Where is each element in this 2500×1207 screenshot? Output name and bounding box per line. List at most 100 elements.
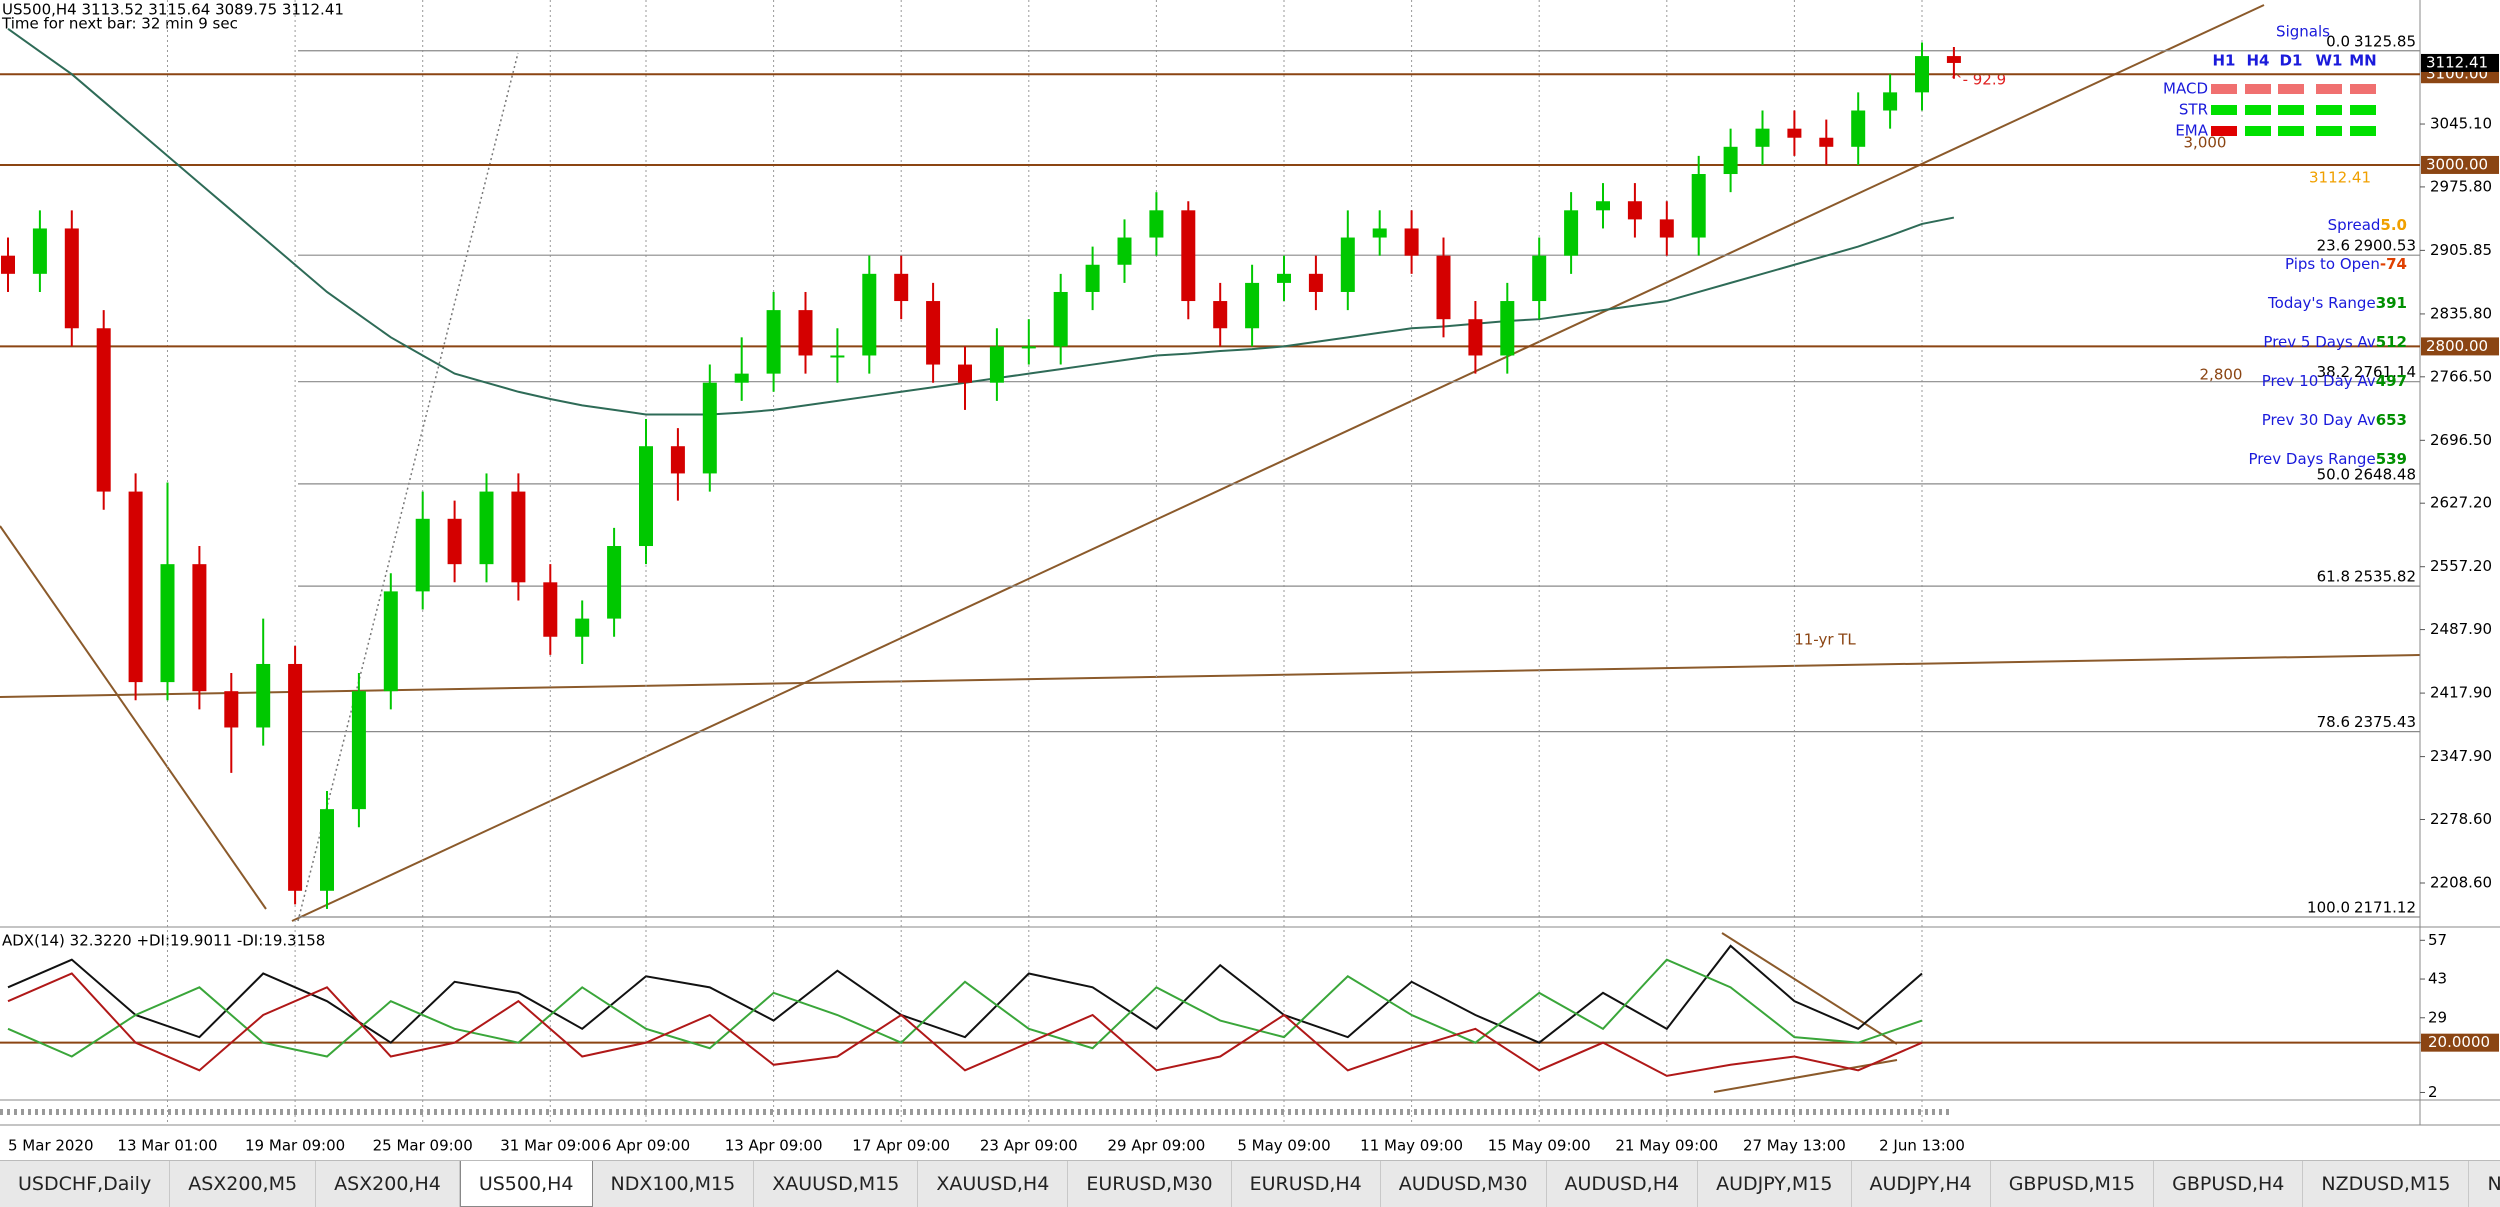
- symbol-tab[interactable]: AUDJPY,H4: [1852, 1161, 1991, 1207]
- signal-cell: [2278, 105, 2304, 115]
- trendline: [0, 654, 2421, 698]
- candle-body: [160, 564, 175, 683]
- info-label: Today's Range: [2267, 294, 2376, 312]
- fib-level: 38.2: [2317, 363, 2350, 381]
- x-tick-label: 5 Mar 2020: [8, 1137, 94, 1155]
- candle-body: [702, 382, 717, 474]
- candle-body: [1627, 201, 1642, 220]
- signals-column: MN: [2349, 52, 2376, 70]
- candle-body: [224, 691, 239, 728]
- info-label: Pips to Open: [2285, 255, 2380, 273]
- info-label: Prev 30 Day Av: [2262, 411, 2376, 429]
- trendline: [291, 4, 2265, 922]
- indicator-line: [7, 944, 1923, 1044]
- signals-row-label: EMA: [2175, 122, 2208, 140]
- candle-body: [1883, 92, 1898, 111]
- symbol-tab[interactable]: AUDUSD,H4: [1547, 1161, 1699, 1207]
- level-box: [2421, 337, 2499, 356]
- symbol-tab[interactable]: ASX200,M5: [170, 1161, 317, 1207]
- fib-level: 100.0: [2307, 898, 2350, 916]
- candle-body: [1308, 273, 1323, 292]
- info-row: Prev 10 Day Av497: [2262, 372, 2407, 390]
- trendline: [1713, 1059, 1898, 1093]
- signals-column: W1: [2316, 52, 2343, 70]
- candle-body: [1946, 56, 1961, 63]
- candle-body: [64, 228, 79, 329]
- symbol-tab[interactable]: NDX100,M15: [593, 1161, 755, 1207]
- fib-level: 78.6: [2317, 713, 2350, 731]
- symbol-tab[interactable]: AUDUSD,M30: [1381, 1161, 1547, 1207]
- signals-row-label: STR: [2179, 101, 2208, 119]
- x-tick-label: 31 Mar 09:00: [500, 1137, 600, 1155]
- symbol-tab[interactable]: GBPUSD,H4: [2154, 1161, 2304, 1207]
- last-price-box: [2421, 53, 2499, 72]
- symbol-tab[interactable]: XAUUSD,H4: [918, 1161, 1069, 1207]
- fib-price: 3125.85: [2354, 32, 2416, 50]
- signal-cell: [2350, 126, 2376, 136]
- info-row: Spread5.0: [2328, 216, 2407, 234]
- y-tick-label: 2417.90: [2430, 684, 2492, 702]
- info-value: 391: [2376, 294, 2407, 312]
- fib-price: 2900.53: [2354, 237, 2416, 255]
- symbol-tab[interactable]: NZDUSD,H4: [2469, 1161, 2500, 1207]
- fib-price: 2648.48: [2354, 465, 2416, 483]
- candle-body: [734, 373, 749, 383]
- candle-body: [1532, 255, 1547, 302]
- symbol-tab[interactable]: ASX200,H4: [316, 1161, 460, 1207]
- candle-body: [862, 273, 877, 356]
- fib-level: 23.6: [2317, 237, 2350, 255]
- symbol-tab[interactable]: GBPUSD,M15: [1991, 1161, 2155, 1207]
- symbol-tab[interactable]: EURUSD,M30: [1068, 1161, 1232, 1207]
- symbol-tab[interactable]: US500,H4: [459, 1161, 593, 1207]
- candle-body: [1245, 282, 1260, 329]
- signal-cell: [2245, 84, 2271, 94]
- y-tick-label: 2: [2428, 1083, 2438, 1101]
- signals-title: Signals: [2276, 23, 2330, 41]
- candle-body: [670, 446, 685, 474]
- big-price: 3112.41: [2309, 169, 2371, 187]
- chart-subtitle: Time for next bar: 32 min 9 sec: [1, 15, 238, 33]
- symbol-tab[interactable]: AUDJPY,M15: [1698, 1161, 1852, 1207]
- y-tick-label: 2905.85: [2430, 241, 2492, 259]
- signal-cell: [2245, 105, 2271, 115]
- symbol-tab[interactable]: XAUUSD,M15: [754, 1161, 919, 1207]
- fib-price: 2761.14: [2354, 363, 2416, 381]
- y-tick-label: 2278.60: [2430, 810, 2492, 828]
- info-value: 512: [2376, 333, 2407, 351]
- info-value: 497: [2376, 372, 2407, 390]
- trendline: [1721, 932, 1898, 1045]
- signal-cell: [2211, 126, 2237, 136]
- info-row: Prev 30 Day Av653: [2262, 411, 2407, 429]
- symbol-tab[interactable]: USDCHF,Daily: [0, 1161, 171, 1207]
- chart-title: US500,H4 3113.52 3115.64 3089.75 3112.41: [2, 1, 344, 19]
- candle-body: [1819, 137, 1834, 147]
- candle-body: [1117, 237, 1132, 265]
- y-tick-label: 43: [2428, 970, 2447, 988]
- info-label: Spread: [2328, 216, 2381, 234]
- info-value: 653: [2376, 411, 2407, 429]
- candle-body: [32, 228, 47, 274]
- candle-body: [1468, 319, 1483, 356]
- symbol-tab[interactable]: EURUSD,H4: [1232, 1161, 1381, 1207]
- moving-average: [7, 28, 1955, 416]
- info-label: Prev 10 Day Av: [2262, 372, 2376, 390]
- candle-body: [1213, 301, 1228, 329]
- candle-body: [1659, 219, 1674, 238]
- candle-body: [830, 355, 845, 358]
- candle-body: [1787, 128, 1802, 138]
- info-value: 5.0: [2380, 216, 2407, 234]
- candle-body: [958, 364, 972, 383]
- y-tick-label: 2347.90: [2430, 747, 2492, 765]
- x-tick-label: 19 Mar 09:00: [245, 1137, 345, 1155]
- candle-body: [1851, 110, 1866, 147]
- trendline: [297, 52, 519, 922]
- signal-cell: [2211, 105, 2237, 115]
- level-box: [2421, 155, 2499, 174]
- indicator-title: ADX(14) 32.3220 +DI:19.9011 -DI:19.3158: [2, 932, 325, 950]
- candle-body: [1053, 291, 1068, 347]
- symbol-tab[interactable]: NZDUSD,M15: [2303, 1161, 2470, 1207]
- candle-body: [511, 491, 526, 583]
- symbol-tabs: USDCHF,Daily ASX200,M5 ASX200,H4 US500,H4 ND…: [0, 1160, 2500, 1207]
- x-tick-label: 2 Jun 13:00: [1879, 1137, 1965, 1155]
- signal-cell: [2316, 126, 2342, 136]
